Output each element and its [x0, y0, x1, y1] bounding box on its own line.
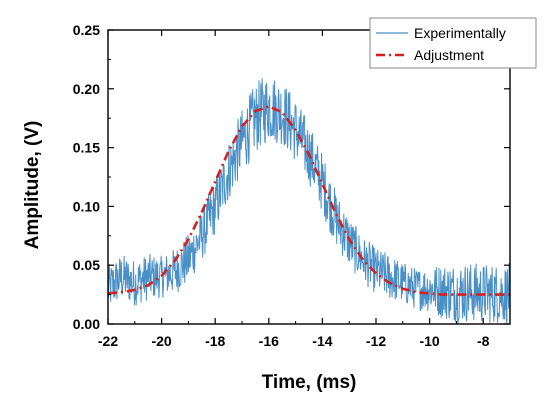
series-layer	[107, 78, 511, 325]
x-tick-label: -10	[419, 333, 439, 349]
y-tick-label: 0.25	[73, 22, 100, 38]
y-tick-label: 0.05	[73, 257, 100, 273]
series-adjustment-line	[107, 104, 510, 296]
y-tick-label: 0.10	[73, 198, 100, 214]
x-tick-label: -16	[259, 333, 279, 349]
legend-label-adjustment: Adjustment	[414, 47, 484, 63]
series-experimentally-line	[107, 78, 511, 325]
y-tick-label: 0.20	[73, 81, 100, 97]
axes-layer: -22 -20 -18 -16 -14 -12 -10 -8 0.00 0.05 0.10 0.15 0…	[73, 22, 511, 349]
x-tick-label: -20	[151, 333, 171, 349]
x-tick-label: -14	[312, 333, 332, 349]
legend-box	[369, 17, 537, 69]
y-tick-label: 0.15	[73, 140, 100, 156]
x-tick-label: -12	[366, 333, 386, 349]
legend-label-experimentally: Experimentally	[414, 25, 506, 41]
legend: Experimentally Adjustment	[369, 17, 537, 69]
y-tick-label: 0.00	[73, 316, 100, 332]
y-axis-title: Amplitude, (V)	[22, 121, 43, 250]
x-axis-title: Time, (ms)	[262, 372, 357, 393]
x-tick-label: -22	[98, 333, 118, 349]
x-tick-label: -18	[205, 333, 225, 349]
x-tick-label: -8	[477, 333, 490, 349]
